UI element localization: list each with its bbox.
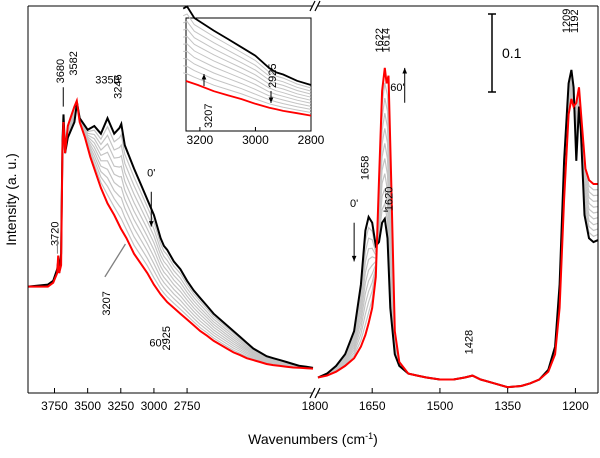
inset-gray-curve [183,65,312,110]
annotation-label: 3246 [112,74,124,98]
left-tick-label: 3500 [74,399,101,413]
inset-gray-curve [183,28,312,95]
left-tick-label: 3250 [107,399,134,413]
right-arrow-down-head [351,255,357,262]
y-axis-label: Intensity (a. u.) [3,153,19,246]
inset-tick-label: 3000 [242,133,269,147]
annotation-label: 2925 [161,326,173,350]
inset-arrow-3207-head [201,74,207,80]
left-tick-label: 3000 [141,399,168,413]
left-tick-label: 3750 [41,399,68,413]
inset-gray-curve [183,50,312,104]
annotation-label: 3720 [49,221,61,245]
axis-break-mark [314,0,321,12]
annotation-label: 60' [390,82,404,94]
x-axis-label: Wavenumbers (cm-1) [248,431,378,447]
annotation-label: 0' [350,198,358,210]
left-arrow-down-head [148,221,154,227]
inset-gray-curve [183,20,312,92]
annotation-label: 1622 [374,28,386,52]
scale-bar-label: 0.1 [502,45,522,61]
annotation-label: 3680 [55,59,67,83]
inset-gray-curve [183,13,312,89]
overlay: Intensity (a. u.)Wavenumbers (cm-1)3680 3… [3,0,581,447]
x-axis-label-sup: -1 [365,431,373,441]
right-panel: 1650 1500 1350 1200 [317,5,599,413]
annotation-label: 3207 [101,291,113,315]
axis-break-mark [309,0,316,12]
right-red-curve [317,67,598,389]
left-tick-label: 2750 [174,399,201,413]
left-red-curve [28,96,314,370]
inset-annotation-3207: 3207 [203,104,215,128]
edge-tick-label: 1800 [302,399,329,413]
annotation-label: 3350 [95,74,119,86]
right-arrow-up-head [402,67,408,74]
inset-annotation-2925: 2925 [267,64,279,88]
annotation-label: 60' [149,338,163,350]
inset-gray-curve [183,35,312,98]
x-axis-label-end: ) [373,431,378,447]
annotation-label: 1620 [384,187,396,211]
pointer-3207 [104,243,126,278]
right-tick-label: 1500 [427,399,454,413]
inset-tick-label: 3200 [187,133,214,147]
annotation-label: 0' [147,167,155,179]
annotation-label: 1192 [569,9,581,33]
inset-red-curve [185,80,312,117]
x-axis-label-main: Wavenumbers (cm [248,431,365,447]
axis-break-mark [314,387,321,399]
annotation-label: 3582 [68,51,80,75]
annotation-label: 1428 [463,330,475,354]
inset-tick-label: 2800 [298,133,325,147]
axis-break-mark [309,387,316,399]
right-tick-label: 1350 [494,399,521,413]
inset-arrow-2925-head [268,97,274,103]
right-tick-label: 1200 [562,399,589,413]
left-panel: 3750 3500 3250 3000 2750 1800 [27,5,329,413]
annotation-label: 1209 [561,9,573,33]
inset-gray-curve [183,72,312,113]
inset-panel: 3200 3000 2800 2925 3207 [182,5,325,147]
annotation-label: 1614 [380,28,392,52]
annotation-label: 1658 [360,156,372,180]
inset-black-curve [182,5,312,86]
inset-gray-curve [183,58,312,107]
inset-gray-curve [183,43,312,101]
right-tick-label: 1650 [359,399,386,413]
